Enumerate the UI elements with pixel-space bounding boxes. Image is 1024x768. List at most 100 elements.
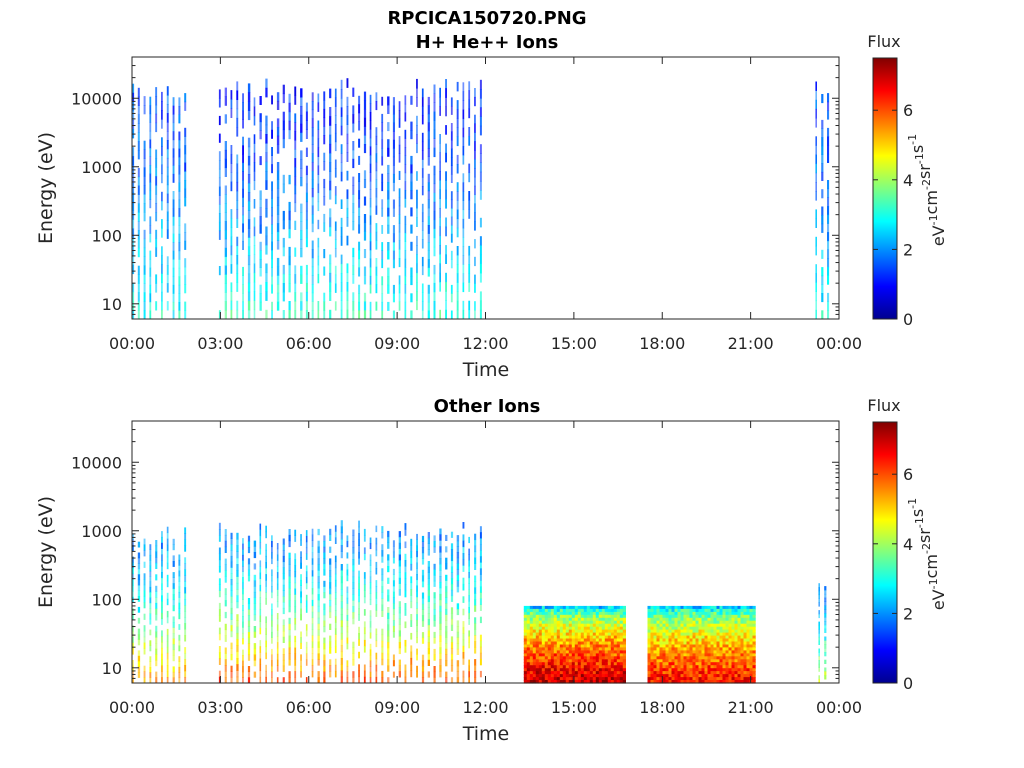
heatmap-cell	[662, 674, 666, 678]
heatmap-cell	[604, 647, 608, 651]
heatmap-cell	[311, 576, 314, 583]
heatmap-cell	[743, 668, 747, 672]
heatmap-cell	[172, 599, 175, 606]
heatmap-cell	[433, 671, 436, 678]
heatmap-cell	[671, 614, 675, 619]
heatmap-cell	[601, 629, 605, 634]
heatmap-cell	[410, 173, 413, 183]
heatmap-cell	[818, 652, 820, 657]
heatmap-cell	[381, 592, 384, 599]
heatmap-cell	[665, 608, 669, 613]
heatmap-cell	[288, 274, 291, 284]
heatmap-cell	[265, 115, 268, 126]
heatmap-cell	[598, 617, 602, 622]
heatmap-cell	[178, 634, 181, 641]
heatmap-cell	[532, 641, 536, 646]
heatmap-cell	[595, 653, 599, 657]
heatmap-cell	[580, 671, 584, 675]
heatmap-cell	[580, 605, 584, 610]
heatmap-cell	[538, 620, 542, 625]
heatmap-cell	[604, 608, 608, 613]
heatmap-cell	[166, 211, 169, 221]
heatmap-cell	[184, 162, 187, 172]
heatmap-cell	[398, 589, 401, 596]
heatmap-cell	[827, 93, 830, 103]
heatmap-cell	[288, 210, 291, 221]
heatmap-cell	[532, 668, 536, 672]
heatmap-cell	[317, 156, 320, 166]
heatmap-cell	[358, 558, 360, 565]
heatmap-cell	[653, 668, 657, 672]
heatmap-cell	[456, 580, 460, 587]
heatmap-cell	[598, 629, 602, 634]
heatmap-cell	[613, 620, 617, 625]
heatmap-cell	[300, 212, 303, 222]
heatmap-cell	[363, 609, 366, 616]
heatmap-cell	[468, 300, 471, 311]
heatmap-cell	[577, 650, 581, 654]
heatmap-cell	[276, 292, 280, 302]
heatmap-cell	[334, 664, 337, 672]
heatmap-cell	[677, 656, 681, 660]
heatmap-cell	[317, 659, 320, 666]
heatmap-cell	[276, 554, 279, 561]
heatmap-cell	[577, 605, 581, 610]
heatmap-cell	[752, 647, 756, 651]
heatmap-cell	[161, 607, 163, 614]
heatmap-cell	[137, 283, 140, 293]
heatmap-cell	[544, 680, 548, 684]
heatmap-cell	[479, 153, 482, 163]
heatmap-cell	[604, 623, 608, 628]
heatmap-cell	[553, 641, 557, 646]
heatmap-cell	[387, 589, 390, 596]
heatmap-cell	[456, 182, 459, 192]
heatmap-cell	[392, 148, 395, 158]
heatmap-cell	[538, 614, 542, 619]
heatmap-cell	[294, 193, 297, 204]
heatmap-cell	[550, 653, 554, 657]
heatmap-cell	[456, 191, 459, 201]
heatmap-cell	[242, 543, 244, 550]
heatmap-cell	[276, 214, 280, 224]
heatmap-cell	[410, 601, 413, 609]
heatmap-cell	[265, 272, 268, 283]
heatmap-cell	[544, 659, 548, 663]
heatmap-cell	[334, 598, 337, 605]
heatmap-cell	[668, 620, 672, 625]
heatmap-cell	[421, 598, 425, 605]
heatmap-cell	[553, 677, 557, 681]
heatmap-cell	[305, 210, 308, 221]
heatmap-cell	[253, 631, 257, 638]
heatmap-cell	[613, 644, 617, 649]
heatmap-cell	[523, 620, 527, 625]
heatmap-cell	[265, 525, 267, 533]
heatmap-cell	[317, 528, 320, 536]
heatmap-cell	[592, 647, 596, 651]
heatmap-cell	[172, 627, 175, 634]
heatmap-cell	[562, 671, 566, 675]
heatmap-cell	[598, 611, 602, 616]
heatmap-cell	[218, 221, 221, 232]
heatmap-cell	[381, 113, 384, 123]
heatmap-cell	[731, 647, 735, 651]
heatmap-cell	[710, 611, 714, 616]
colorbar-unit: eV-1cm-2sr-1s-1	[906, 134, 948, 246]
heatmap-cell	[692, 650, 696, 654]
heatmap-cell	[698, 677, 702, 681]
heatmap-cell	[253, 226, 256, 237]
heatmap-cell	[559, 611, 563, 616]
heatmap-cell	[456, 255, 459, 265]
heatmap-cell	[288, 111, 291, 122]
heatmap-cell	[259, 224, 262, 234]
heatmap-cell	[740, 671, 744, 675]
heatmap-cell	[647, 626, 651, 631]
heatmap-cell	[300, 301, 303, 311]
heatmap-cell	[427, 96, 430, 106]
heatmap-cell	[601, 680, 605, 684]
heatmap-cell	[598, 641, 602, 646]
heatmap-cell	[404, 181, 407, 191]
heatmap-cell	[601, 614, 605, 619]
heatmap-cell	[827, 197, 830, 207]
heatmap-cell	[523, 650, 527, 654]
heatmap-cell	[662, 653, 666, 657]
